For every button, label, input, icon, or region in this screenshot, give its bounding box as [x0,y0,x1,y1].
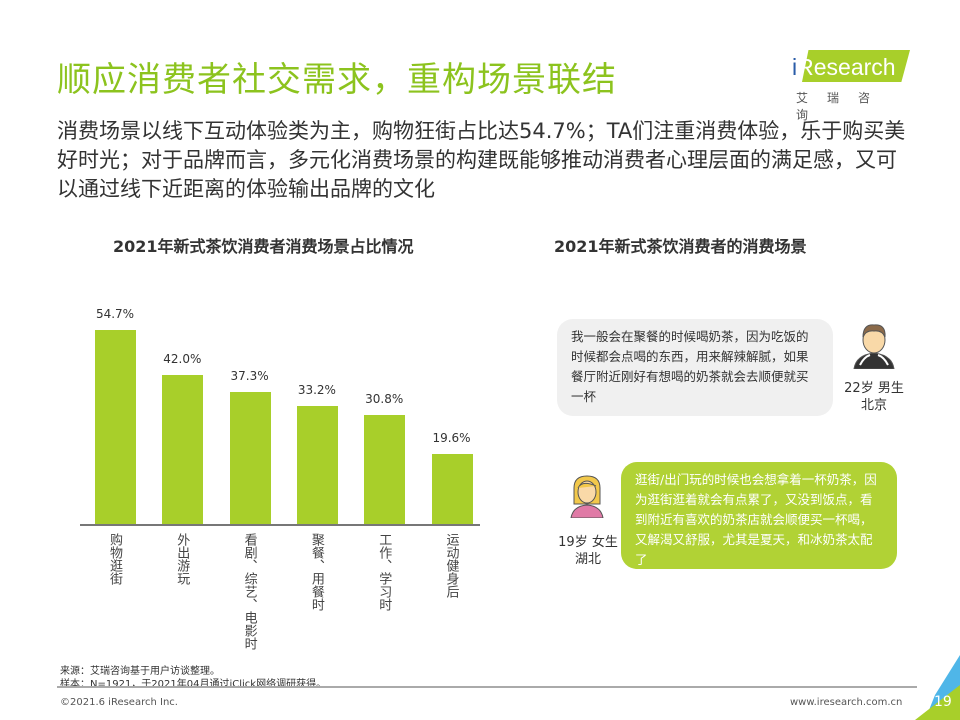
category-label: 购物逛街 [107,533,122,585]
bar-4 [364,414,406,524]
x-axis [80,524,480,526]
chart-title: 2021年新式茶饮消费者消费场景占比情况 [113,237,414,256]
persona-age-gender: 19岁 女生 [558,535,618,550]
category-label: 运动健身后 [443,533,459,598]
sample-note: 样本：N=1921，于2021年04月通过iClick网络调研获得。 [60,679,327,690]
persona-location: 北京 [860,398,887,413]
data-label: 37.3% [230,368,269,383]
male-persona: 22岁 男生 北京 [836,380,912,414]
scenes-title: 2021年新式茶饮消费者的消费场景 [554,237,807,256]
data-label: 19.6% [432,431,471,446]
male-avatar-icon [853,324,895,369]
copyright: ©2021.6 iResearch Inc. [60,697,178,708]
website-url[interactable]: www.iresearch.com.cn [790,697,903,708]
corner-decoration [915,655,960,720]
category-label: 工作、学习时 [376,533,392,611]
bar-5 [431,454,473,524]
female-persona: 19岁 女生 湖北 [550,534,626,568]
category-label: 看剧、综艺、电影时 [241,533,257,650]
page-title: 顺应消费者社交需求，重构场景联结 [57,60,617,100]
bar-1 [162,375,204,524]
data-label: 30.8% [365,391,404,406]
bar-2 [229,391,271,524]
female-avatar-icon [570,475,604,518]
category-label: 聚餐、用餐时 [308,533,324,611]
data-label: 54.7% [95,307,135,321]
quote-bubble-female: 逛街/出门玩的时候也会想拿着一杯奶茶，因为逛街逛着就会有点累了，又没到饭点，看到… [621,462,897,569]
bar-0 [95,330,136,524]
subtitle: 消费场景以线下互动体验类为主，购物狂街占比达54.7%；TA们注重消费体验，乐于… [57,119,906,201]
persona-age-gender: 22岁 男生 [844,381,904,396]
data-label: 42.0% [163,352,202,367]
persona-location: 湖北 [574,552,601,567]
source-note: 来源：艾瑞咨询基于用户访谈整理。 [60,666,220,677]
iresearch-logo: iResearch 艾瑞咨询 [788,48,918,122]
quote-bubble-male: 我一般会在聚餐的时候喝奶茶，因为吃饭的时候都会点喝的东西，用来解辣解腻，如果餐厅… [557,319,833,416]
data-label: 33.2% [297,383,336,398]
bar-3 [296,406,338,524]
footer-divider [57,686,917,688]
category-label: 外出游玩 [174,533,190,585]
page-number: 19 [934,694,952,710]
